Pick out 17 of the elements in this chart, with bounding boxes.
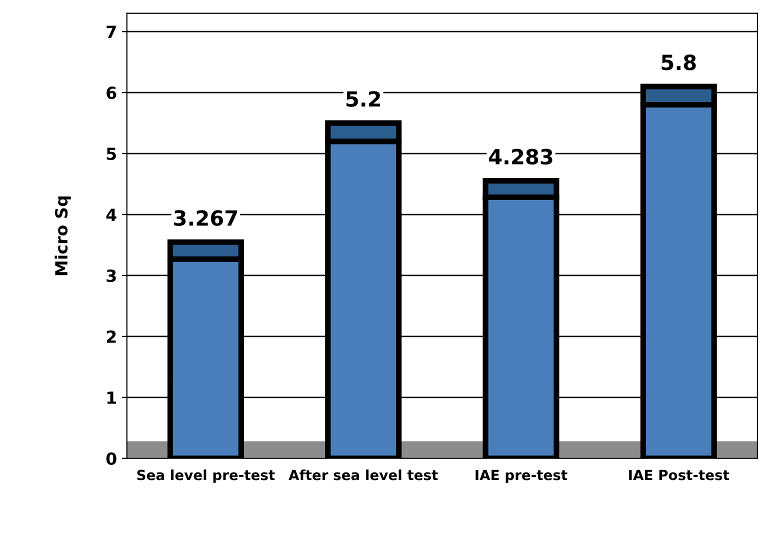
x-tick-label: Sea level pre-test [137,469,275,483]
data-label: 4.283 [488,148,552,165]
data-label: 3.267 [174,210,237,226]
y-tick-label: 3 [106,269,116,282]
y-tick-label: 7 [106,26,116,38]
x-tick-label: IAE Post-test [629,470,730,480]
y-axis-title: Micro Sq [54,196,71,276]
x-tick-label: IAE pre-test [476,470,568,483]
y-tick-label: 6 [106,86,116,100]
y-tick-label: 5 [106,148,116,160]
data-label: 5.2 [346,91,380,107]
data-label: 5.8 [662,54,696,70]
y-tick-label: 0 [106,452,116,465]
y-tick-label: 2 [106,330,116,343]
y-tick-label: 1 [107,392,116,404]
x-tick-label: After sea level test [288,469,438,480]
y-tick-label: 4 [106,208,116,221]
